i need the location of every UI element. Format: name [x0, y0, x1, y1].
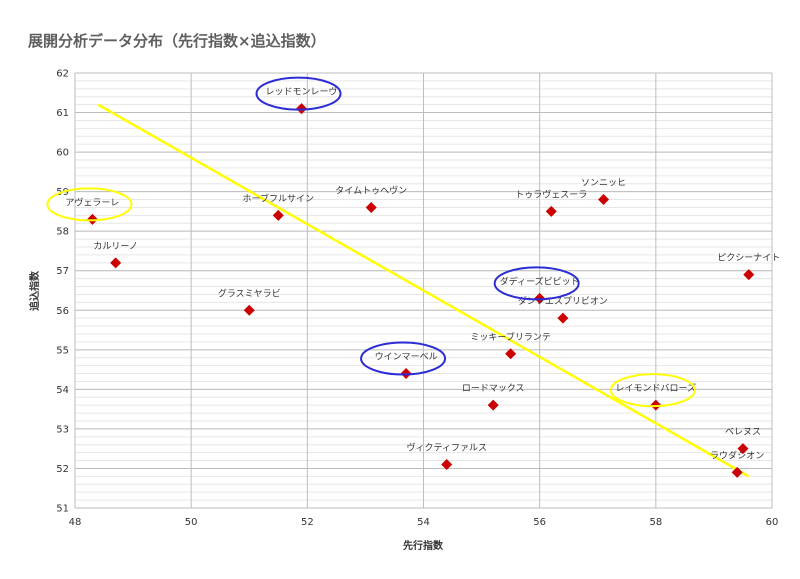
- point-label: グラスミヤラビ: [218, 287, 281, 299]
- y-tick-label: 61: [56, 108, 69, 119]
- point-label: ロードマックス: [462, 383, 525, 394]
- data-point: [487, 399, 499, 411]
- highlight-rings: [46, 76, 696, 408]
- y-tick-label: 51: [56, 504, 69, 515]
- y-tick-label: 52: [56, 464, 69, 475]
- y-tick-label: 55: [56, 345, 69, 356]
- trendline-group: [97, 103, 750, 478]
- point-label: レッドモンレーヴ: [266, 86, 338, 98]
- data-point: [545, 205, 557, 217]
- highlight-ellipse: [493, 266, 580, 301]
- y-tick-label: 56: [56, 306, 69, 317]
- point-label: ダンツエスプリビオン: [518, 295, 608, 307]
- point-label: レイモンドバローズ: [616, 382, 697, 394]
- data-point: [441, 459, 453, 470]
- x-tick-label: 58: [649, 517, 662, 528]
- y-tick-label: 58: [56, 227, 69, 238]
- point-label: ウインマーベル: [375, 352, 438, 363]
- point-label: ダディーズビビッド: [500, 275, 580, 287]
- trendline: [97, 103, 750, 478]
- y-tick-label: 54: [56, 385, 69, 396]
- point-label: ホーブフルサイン: [243, 192, 314, 204]
- point-label: トゥラヴェスーラ: [515, 188, 587, 200]
- point-label: カルリーノ: [93, 241, 137, 252]
- x-tick-label: 52: [301, 517, 314, 528]
- x-tick-label: 54: [417, 517, 430, 528]
- point-label: ベレヌス: [725, 428, 761, 438]
- grid-major: [74, 72, 773, 509]
- data-point: [110, 257, 122, 269]
- data-point: [243, 304, 255, 316]
- point-label: ラウダシオン: [710, 449, 764, 461]
- point-label: ソンニッヒ: [581, 178, 626, 189]
- highlight-ellipse: [360, 341, 447, 376]
- point-label: ヴィクティファルス: [406, 442, 486, 454]
- point-label: アヴェラーレ: [65, 196, 119, 208]
- data-point: [598, 194, 610, 206]
- points-group: [86, 103, 755, 478]
- x-tick-label: 56: [533, 517, 546, 528]
- y-tick-label: 62: [56, 69, 69, 80]
- data-point: [272, 209, 284, 221]
- y-axis-label: 追込指数: [28, 270, 41, 311]
- data-point: [743, 269, 755, 281]
- x-tick-label: 50: [185, 517, 198, 528]
- x-axis-label: 先行指数: [403, 539, 444, 552]
- y-tick-label: 53: [56, 424, 69, 435]
- point-label: タイムトゥヘヴン: [335, 184, 407, 196]
- x-tick-label: 60: [766, 517, 779, 528]
- point-label: ミッキーブリランテ: [470, 331, 550, 343]
- y-tick-label: 57: [56, 266, 69, 277]
- data-point: [731, 466, 743, 478]
- highlight-ellipse: [255, 76, 342, 111]
- chart-title: 展開分析データ分布（先行指数×追込指数）: [28, 32, 326, 50]
- highlight-ellipse: [609, 373, 696, 408]
- x-tick-label: 48: [69, 517, 82, 528]
- point-label: ピクシーナイト: [717, 253, 780, 264]
- data-point: [505, 348, 517, 360]
- highlight-ellipse: [46, 187, 133, 222]
- data-point: [365, 201, 377, 213]
- data-point: [557, 312, 569, 324]
- data-point: [737, 443, 749, 455]
- y-tick-label: 60: [56, 148, 69, 159]
